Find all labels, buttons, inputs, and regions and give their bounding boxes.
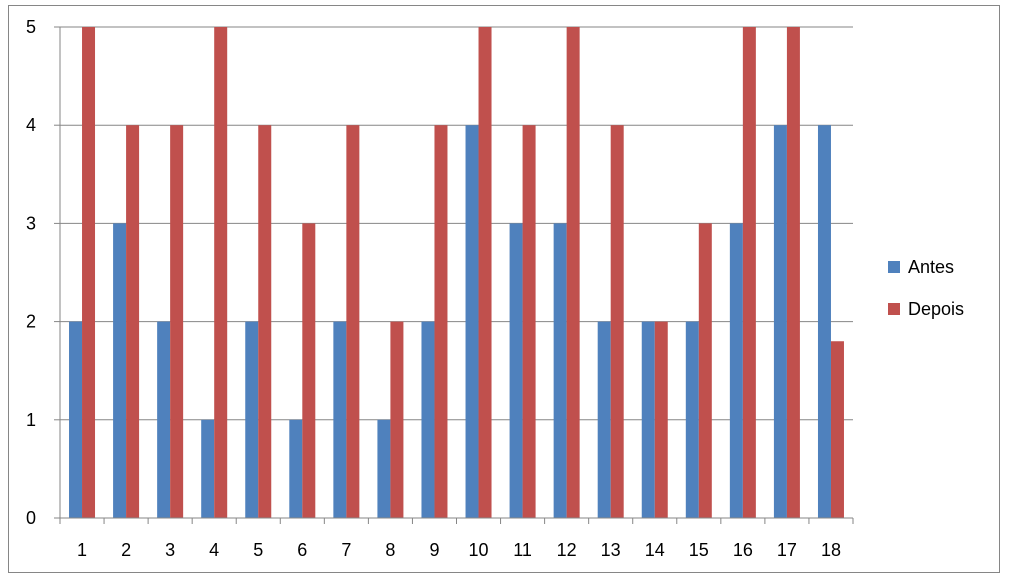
legend-swatch-depois — [888, 303, 900, 315]
bar-antes-14 — [641, 321, 655, 518]
x-tick-label: 9 — [429, 540, 439, 560]
bar-depois-2 — [126, 125, 140, 518]
x-tick-label: 11 — [513, 540, 532, 560]
x-tick-labels: 1 2 3 4 5 6 7 8 9 10 11 12 13 14 15 16 17 18 — [77, 540, 841, 560]
bar-antes-12 — [553, 223, 567, 518]
bar-antes-13 — [597, 321, 611, 518]
x-tick-label: 14 — [645, 540, 665, 560]
legend-swatch-antes — [888, 261, 900, 273]
bar-depois-10 — [478, 27, 492, 518]
y-tick-labels: 0 1 2 3 4 5 — [26, 17, 36, 528]
y-tick-label: 3 — [26, 213, 36, 233]
bar-antes-16 — [729, 223, 743, 518]
bar-antes-1 — [69, 321, 83, 518]
x-tick-label: 13 — [601, 540, 621, 560]
x-tick-label: 16 — [733, 540, 753, 560]
bar-depois-7 — [346, 125, 360, 518]
bar-depois-12 — [566, 27, 580, 518]
gridlines — [60, 26, 853, 421]
bar-depois-8 — [390, 321, 404, 518]
bar-antes-8 — [377, 419, 391, 518]
bar-antes-15 — [685, 321, 699, 518]
y-tick-label: 4 — [26, 115, 36, 135]
bar-antes-7 — [333, 321, 347, 518]
bar-antes-18 — [817, 125, 831, 518]
bar-antes-9 — [421, 321, 435, 518]
bar-antes-6 — [289, 419, 303, 518]
bar-antes-11 — [509, 223, 523, 518]
x-tick-label: 12 — [557, 540, 577, 560]
legend-label-antes: Antes — [908, 257, 954, 277]
x-tick-label: 2 — [121, 540, 131, 560]
x-tick-label: 3 — [165, 540, 175, 560]
bar-antes-2 — [113, 223, 127, 518]
bar-antes-17 — [773, 125, 787, 518]
bar-depois-14 — [654, 321, 668, 518]
x-tick-label: 17 — [777, 540, 797, 560]
y-tick-label: 1 — [26, 410, 36, 430]
bar-antes-4 — [201, 419, 215, 518]
bar-antes-3 — [157, 321, 171, 518]
x-tick-label: 7 — [341, 540, 351, 560]
bar-depois-18 — [830, 341, 844, 518]
legend: Antes Depois — [888, 257, 964, 319]
bar-depois-6 — [302, 223, 316, 518]
x-tick-label: 6 — [297, 540, 307, 560]
bar-depois-16 — [742, 27, 756, 518]
bar-depois-15 — [698, 223, 712, 518]
x-tick-label: 8 — [385, 540, 395, 560]
bar-depois-11 — [522, 125, 536, 518]
y-tick-label: 2 — [26, 312, 36, 332]
x-tick-label: 4 — [209, 540, 219, 560]
bar-antes-10 — [465, 125, 479, 518]
y-tick-label: 5 — [26, 17, 36, 37]
axes — [54, 26, 854, 524]
bar-depois-17 — [786, 27, 800, 518]
x-tick-label: 5 — [253, 540, 263, 560]
x-tick-label: 1 — [77, 540, 87, 560]
x-tick-label: 10 — [469, 540, 489, 560]
bar-depois-5 — [258, 125, 272, 518]
x-tick-label: 15 — [689, 540, 709, 560]
bar-depois-4 — [214, 27, 228, 518]
bar-antes-5 — [245, 321, 259, 518]
x-tick-label: 18 — [821, 540, 841, 560]
bar-depois-3 — [170, 125, 184, 518]
bar-depois-13 — [610, 125, 624, 518]
y-tick-label: 0 — [26, 508, 36, 528]
bar-depois-1 — [82, 27, 96, 518]
bars — [69, 27, 844, 518]
legend-label-depois: Depois — [908, 299, 964, 319]
bar-depois-9 — [434, 125, 448, 518]
